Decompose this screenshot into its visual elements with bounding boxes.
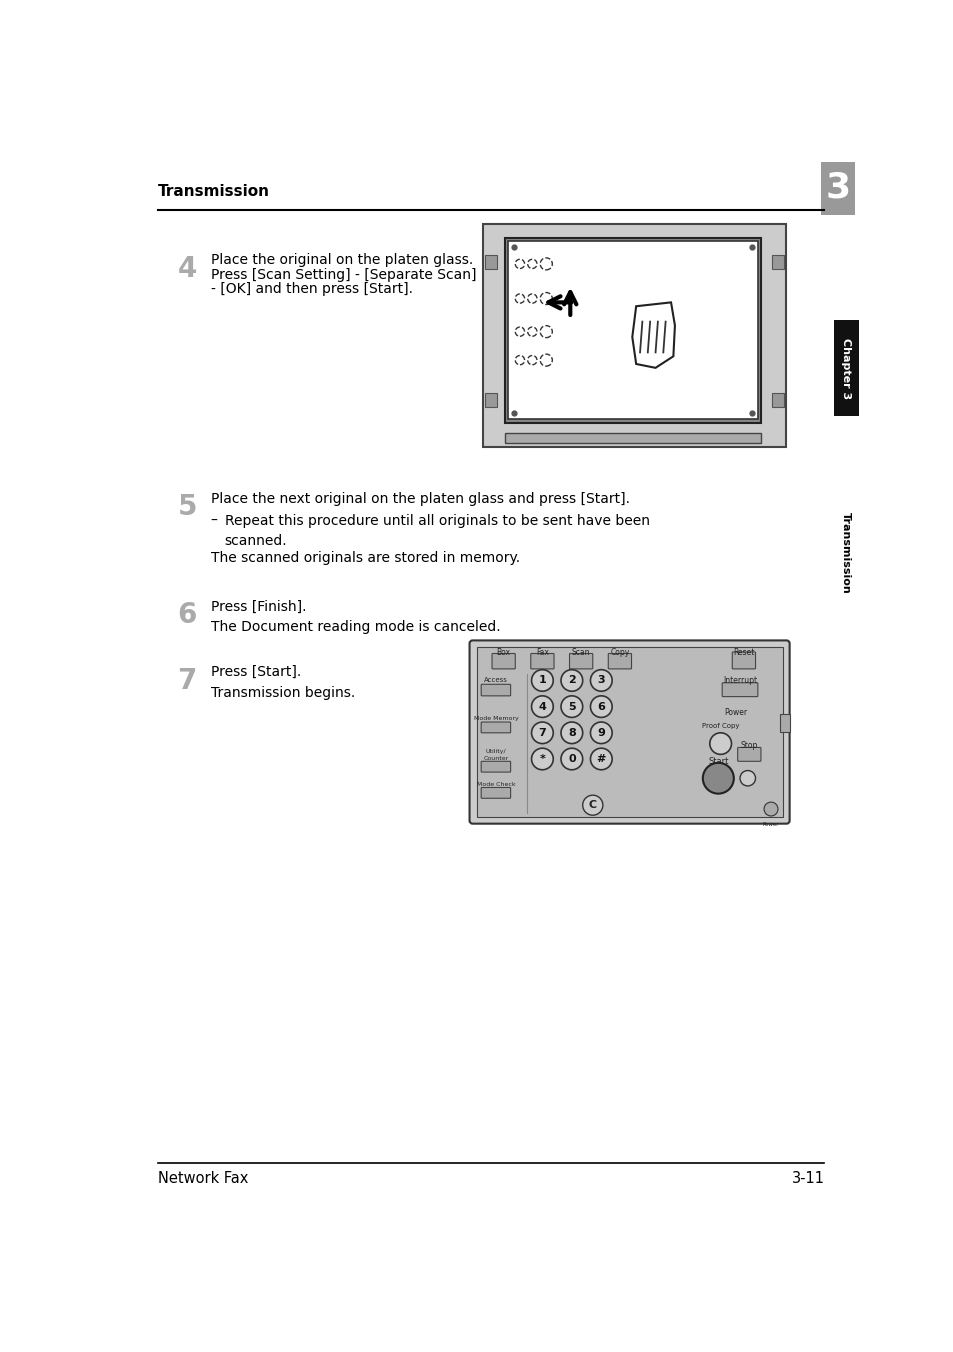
Circle shape [590,748,612,769]
Text: Network Fax: Network Fax [158,1171,248,1186]
Text: Proof Copy: Proof Copy [701,723,739,729]
Text: 7: 7 [177,667,196,695]
Text: Utility/: Utility/ [485,749,506,754]
Text: 1: 1 [537,676,546,685]
FancyBboxPatch shape [480,722,510,733]
Text: 6: 6 [597,702,604,711]
Text: Transmission: Transmission [841,512,850,594]
FancyBboxPatch shape [721,683,757,696]
Text: Press [Start].: Press [Start]. [211,665,300,679]
Text: Reset: Reset [733,648,754,657]
Text: Interrupt: Interrupt [722,676,757,685]
Text: *: * [538,754,545,764]
Text: Power: Power [724,708,747,718]
Text: - [OK] and then press [Start].: - [OK] and then press [Start]. [211,283,413,296]
Text: C: C [588,800,597,810]
Circle shape [531,669,553,691]
Polygon shape [632,303,674,368]
Circle shape [531,696,553,718]
Circle shape [560,669,582,691]
Text: 3-11: 3-11 [791,1171,823,1186]
Circle shape [590,696,612,718]
Text: Mode Check: Mode Check [476,781,515,787]
Circle shape [702,763,733,794]
Circle shape [590,669,612,691]
Text: #: # [596,754,605,764]
Circle shape [590,722,612,744]
FancyBboxPatch shape [480,761,510,772]
FancyBboxPatch shape [530,653,554,669]
Text: 3: 3 [824,170,849,204]
Bar [771,393,783,407]
Circle shape [560,722,582,744]
Text: Access: Access [483,677,507,684]
Text: Stop: Stop [740,741,758,750]
Text: –: – [211,514,217,529]
Text: 7: 7 [537,727,546,738]
Circle shape [560,696,582,718]
Text: Copy: Copy [610,648,629,657]
Circle shape [531,722,553,744]
FancyBboxPatch shape [608,653,631,669]
FancyBboxPatch shape [569,653,592,669]
Text: 0: 0 [567,754,575,764]
Circle shape [740,771,755,786]
Text: 6: 6 [177,602,196,629]
Text: Counter: Counter [483,757,508,761]
Text: 3: 3 [597,676,604,685]
Bar [820,162,854,215]
Bar [483,224,785,448]
Circle shape [709,733,731,754]
Text: Fax: Fax [536,648,548,657]
Circle shape [763,802,778,817]
Bar [505,238,760,423]
Text: 5: 5 [567,702,575,711]
FancyBboxPatch shape [492,653,515,669]
Text: Transmission: Transmission [158,184,270,199]
Text: 2: 2 [567,676,575,685]
Text: Scan: Scan [571,648,590,657]
Bar [484,254,497,269]
Text: Chapter 3: Chapter 3 [841,338,850,399]
Text: The scanned originals are stored in memory.: The scanned originals are stored in memo… [211,552,519,565]
Text: 5: 5 [177,493,196,522]
Text: 4: 4 [537,702,546,711]
FancyBboxPatch shape [737,748,760,761]
Bar [505,433,760,442]
FancyBboxPatch shape [469,641,789,823]
Circle shape [560,748,582,769]
Text: 8: 8 [567,727,575,738]
Bar [780,714,789,731]
Text: Press [Finish].: Press [Finish]. [211,599,306,614]
Text: The Document reading mode is canceled.: The Document reading mode is canceled. [211,621,499,634]
Text: Box: Box [497,648,510,657]
FancyBboxPatch shape [480,684,510,696]
Text: Mode Memory: Mode Memory [473,715,517,721]
Text: Power: Power [762,822,779,827]
Text: 4: 4 [177,254,196,283]
Circle shape [531,748,553,769]
Bar [833,320,858,416]
FancyBboxPatch shape [480,787,510,798]
Text: Place the next original on the platen glass and press [Start].: Place the next original on the platen gl… [211,492,629,506]
Bar [771,254,783,269]
Circle shape [582,795,602,815]
Text: Press [Scan Setting] - [Separate Scan]: Press [Scan Setting] - [Separate Scan] [211,268,476,281]
Bar [508,241,757,419]
Text: Repeat this procedure until all originals to be sent have been
scanned.: Repeat this procedure until all original… [224,514,649,548]
Text: Transmission begins.: Transmission begins. [211,685,355,700]
Text: Start: Start [707,757,728,765]
FancyBboxPatch shape [476,648,781,817]
Text: 9: 9 [597,727,604,738]
Text: Place the original on the platen glass.: Place the original on the platen glass. [211,253,473,268]
Bar [484,393,497,407]
FancyBboxPatch shape [732,652,755,669]
